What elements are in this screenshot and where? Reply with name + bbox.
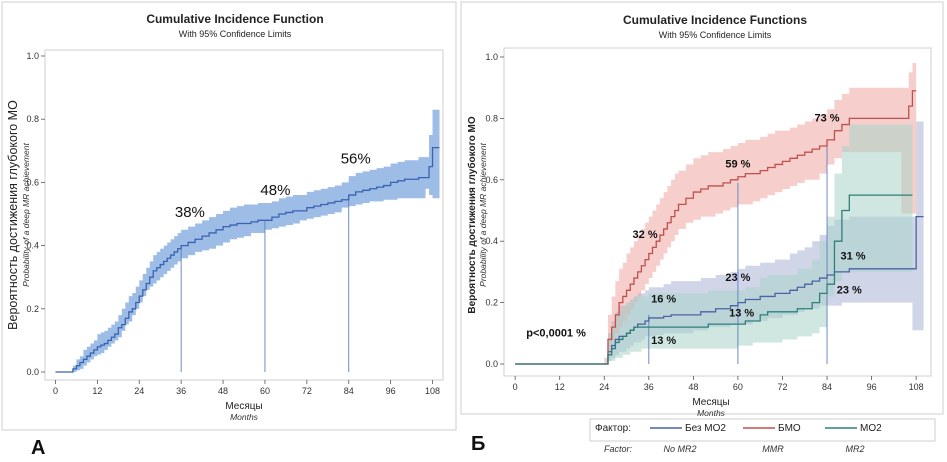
x-tick-label: 0 xyxy=(513,382,518,392)
y-tick-label: 0.4 xyxy=(26,241,39,251)
legend-entry-3: МО2 xyxy=(860,423,882,434)
y-tick-label: 0.0 xyxy=(485,359,498,369)
data-label: 59 % xyxy=(725,159,750,171)
panel-a-reference-lines xyxy=(180,195,350,372)
panel-a-series-lines xyxy=(55,146,440,373)
panel-a-confidence-bands xyxy=(55,109,440,372)
data-label: 38% xyxy=(175,204,205,221)
panel-b: Cumulative Incidence Functions With 95% … xyxy=(460,1,944,455)
panel-a-y-axis-label: Вероятность достижения глубокого МО xyxy=(6,100,20,330)
x-tick-label: 84 xyxy=(822,382,832,392)
x-tick-label: 84 xyxy=(344,386,354,396)
confidence-band-3 xyxy=(515,124,913,364)
x-tick-label: 108 xyxy=(425,386,440,396)
legend-entry-1: Без МО2 xyxy=(685,423,726,434)
legend-entry-en-1: No MR2 xyxy=(663,444,696,454)
panel-b-y-ticks: 0.0 0.2 0.4 0.6 0.8 1.0 xyxy=(485,52,504,369)
panel-b-subtitle: With 95% Confidence Limits xyxy=(659,30,772,40)
legend-frame xyxy=(589,418,936,442)
data-label: 16 % xyxy=(651,294,676,306)
x-tick-label: 96 xyxy=(867,382,877,392)
series-line-2 xyxy=(515,90,917,365)
panel-a-x-axis-label: Месяцы xyxy=(225,401,262,412)
confidence-band-2 xyxy=(515,63,917,364)
panel-b-legend: Фактор: Factor: Без МО2 No MR2 БМО MMR МО2 MR… xyxy=(589,418,936,454)
legend-title: Фактор: xyxy=(595,423,631,434)
x-tick-label: 108 xyxy=(909,382,924,392)
data-label: 73 % xyxy=(814,112,839,124)
panel-a-x-axis-label-en: Months xyxy=(230,412,259,422)
panel-b-y-axis-label-en: Probability of a deep MR achievement xyxy=(478,143,488,287)
y-tick-label: 0.6 xyxy=(26,177,39,187)
data-label: 56% xyxy=(341,150,371,167)
y-tick-label: 0.8 xyxy=(485,113,498,123)
y-tick-label: 0.2 xyxy=(485,298,498,308)
x-tick-label: 36 xyxy=(176,386,186,396)
confidence-band-1 xyxy=(55,109,440,372)
panel-a-annotations: 38% 48% 56% xyxy=(175,150,371,221)
y-tick-label: 1.0 xyxy=(485,52,498,62)
x-tick-label: 72 xyxy=(777,382,787,392)
x-tick-label: 12 xyxy=(92,386,102,396)
x-tick-label: 60 xyxy=(733,382,743,392)
y-tick-label: 1.0 xyxy=(26,51,39,61)
x-tick-label: 96 xyxy=(386,386,396,396)
panel-b-series-lines xyxy=(515,90,924,365)
legend-entry-en-2: MMR xyxy=(762,444,784,454)
panel-b-reference-lines xyxy=(648,139,828,364)
x-tick-label: 72 xyxy=(302,386,312,396)
x-tick-label: 0 xyxy=(53,386,58,396)
panel-a: Cumulative Incidence Function With 95% C… xyxy=(1,1,457,459)
x-tick-label: 60 xyxy=(260,386,270,396)
legend-entry-2: БМО xyxy=(778,423,801,434)
panel-b-annotations: 73 % 59 % 32 % 23 % 16 % 31 % 23 % 13 % 13 % p<0,… xyxy=(526,112,866,347)
data-label: 13 % xyxy=(729,307,754,319)
y-tick-label: 0.0 xyxy=(26,367,39,377)
y-tick-label: 0.8 xyxy=(26,114,39,124)
panel-b-x-axis-label-en: Months xyxy=(697,408,726,418)
panel-b-x-ticks: 0 12 24 36 48 60 72 84 96 108 xyxy=(513,376,924,392)
data-label: 23 % xyxy=(725,272,750,284)
panel-a-title: Cumulative Incidence Function xyxy=(146,12,323,26)
legend-items: Без МО2 No MR2 БМО MMR МО2 MR2 xyxy=(650,423,882,454)
data-label: 31 % xyxy=(840,251,865,263)
x-tick-label: 24 xyxy=(134,386,144,396)
y-tick-label: 0.4 xyxy=(485,236,498,246)
data-label: 23 % xyxy=(837,284,862,296)
panel-b-confidence-bands xyxy=(515,63,924,364)
legend-title-en: Factor: xyxy=(604,444,633,454)
panel-b-x-axis-label: Месяцы xyxy=(692,397,729,408)
data-label: 48% xyxy=(260,182,290,199)
data-label: 13 % xyxy=(651,335,676,347)
panel-a-y-ticks: 0.0 0.2 0.4 0.6 0.8 1.0 xyxy=(26,51,45,377)
panel-a-x-ticks: 0 12 24 36 48 60 72 84 96 108 xyxy=(53,380,440,396)
legend-entry-en-3: MR2 xyxy=(845,444,864,454)
data-label: 32 % xyxy=(633,229,658,241)
x-tick-label: 24 xyxy=(599,382,609,392)
panel-a-y-axis-label-en: Probability of a deep MR achievement xyxy=(21,143,31,287)
x-tick-label: 48 xyxy=(218,386,228,396)
x-tick-label: 36 xyxy=(644,382,654,392)
y-tick-label: 0.6 xyxy=(485,175,498,185)
series-line-1 xyxy=(55,146,440,373)
x-tick-label: 12 xyxy=(555,382,565,392)
panel-a-letter: A xyxy=(31,437,45,459)
panel-b-y-axis-label: Вероятность достижения глубокого МО xyxy=(466,116,478,313)
series-line-3 xyxy=(515,194,913,365)
panel-b-title: Cumulative Incidence Functions xyxy=(623,13,807,27)
x-tick-label: 48 xyxy=(688,382,698,392)
panel-b-letter: Б xyxy=(471,433,485,455)
y-tick-label: 0.2 xyxy=(26,304,39,314)
data-label: p<0,0001 % xyxy=(526,327,586,339)
panel-a-subtitle: With 95% Confidence Limits xyxy=(179,29,292,39)
